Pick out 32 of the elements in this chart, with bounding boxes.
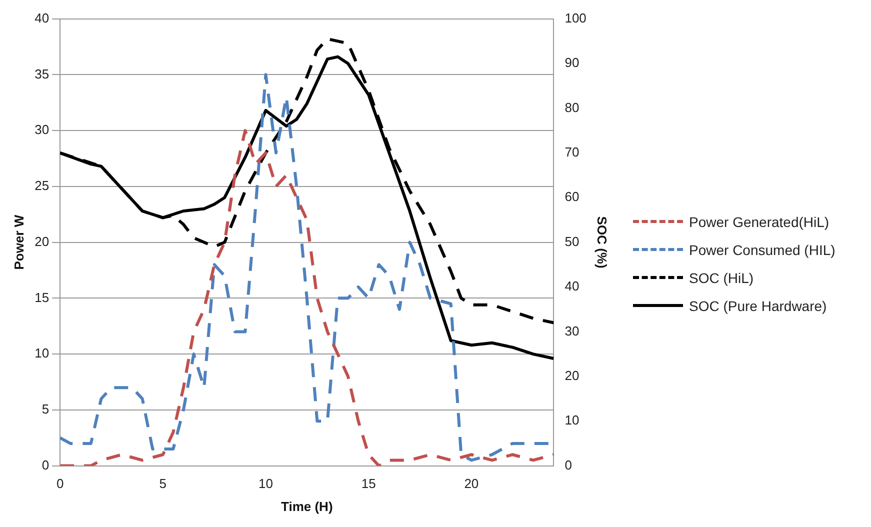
y2-tick-label: 10 [564, 412, 580, 428]
y2-tick-label: 100 [564, 10, 586, 26]
legend-label: Power Generated(HiL) [689, 214, 830, 230]
y-tick-label: 35 [34, 66, 50, 82]
y2-axis-title: SOC (%) [594, 216, 610, 268]
y-axis-title: Power W [11, 214, 26, 270]
y2-tick-label: 40 [564, 278, 580, 294]
y-tick-label: 25 [34, 178, 50, 194]
x-axis-title: Time (H) [281, 498, 333, 514]
y-tick-label: 30 [34, 122, 50, 138]
y2-tick-label: 30 [564, 323, 580, 338]
legend-label: Power Consumed (HIL) [689, 242, 836, 258]
y-tick-label: 10 [34, 346, 50, 361]
y2-tick-label: 60 [564, 189, 580, 204]
y-tick-label: 20 [34, 234, 50, 249]
y-tick-label: 5 [42, 402, 50, 417]
x-tick-label: 15 [361, 476, 376, 492]
y-tick-label: 0 [42, 457, 50, 472]
y2-tick-label: 20 [564, 368, 580, 383]
y-tick-label: 40 [34, 10, 50, 26]
legend-label: SOC (Pure Hardware) [689, 298, 827, 314]
x-tick-label: 10 [258, 476, 273, 492]
x-tick-label: 5 [159, 476, 167, 492]
y2-tick-label: 70 [564, 144, 580, 160]
x-tick-label: 20 [464, 476, 479, 492]
y2-tick-label: 0 [564, 457, 572, 472]
x-tick-label: 0 [56, 476, 64, 492]
legend-label: SOC (HiL) [689, 270, 754, 286]
y-tick-label: 15 [34, 290, 50, 305]
y2-tick-label: 80 [564, 100, 580, 115]
y2-tick-label: 90 [564, 55, 580, 70]
y2-tick-label: 50 [564, 234, 580, 249]
